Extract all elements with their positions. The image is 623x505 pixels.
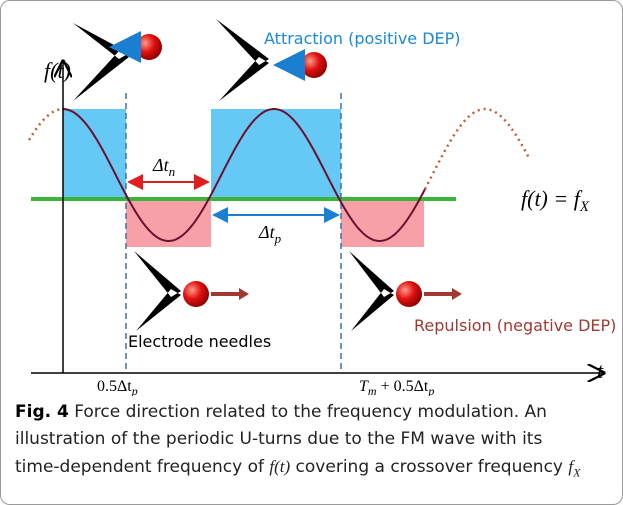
figure-label: Fig. 4 (15, 402, 69, 422)
caption-math: f (568, 457, 574, 476)
attraction-zone (211, 109, 341, 199)
caption-line: time-dependent frequency of f(t) coverin… (15, 453, 615, 486)
repulsion-zone (126, 199, 211, 247)
needle-group (134, 251, 249, 331)
caption-text: covering a crossover frequency (290, 457, 569, 477)
fm-wave-dotted (27, 107, 64, 141)
needles-label: Electrode needles (128, 332, 271, 351)
caption-math: X (573, 465, 581, 480)
caption: Fig. 4 Force direction related to the fr… (15, 399, 615, 486)
caption-math: f(t) (269, 457, 291, 476)
caption-text: time-dependent frequency of (15, 457, 270, 477)
caption-line: illustration of the periodic U-turns due… (15, 429, 543, 449)
diagram: f(t) t Attraction (positive DEP) Repulsi… (27, 19, 616, 396)
fm-wave (62, 108, 426, 243)
fm-wave-dotted (423, 107, 531, 190)
needle-group (216, 19, 327, 101)
interval-p-label: Δtp (258, 222, 282, 246)
repulsion-label: Repulsion (negative DEP) (414, 316, 616, 335)
tick-label: 0.5Δtp (97, 378, 138, 396)
x-axis-label: t (597, 358, 604, 383)
attraction-label: Attraction (positive DEP) (264, 29, 461, 48)
caption-text: Force direction related to the frequency… (68, 402, 547, 422)
caption-line: Fig. 4 Force direction related to the fr… (15, 399, 615, 426)
attraction-zone (63, 109, 126, 199)
y-axis-label: f(t) (44, 58, 71, 83)
interval-n-label: Δtn (152, 155, 175, 179)
needle-group (73, 23, 162, 101)
needle-group (349, 251, 462, 331)
crossover-label: f(t) = fX (521, 186, 590, 215)
tick-label: Tm + 0.5Δtp (359, 378, 434, 396)
